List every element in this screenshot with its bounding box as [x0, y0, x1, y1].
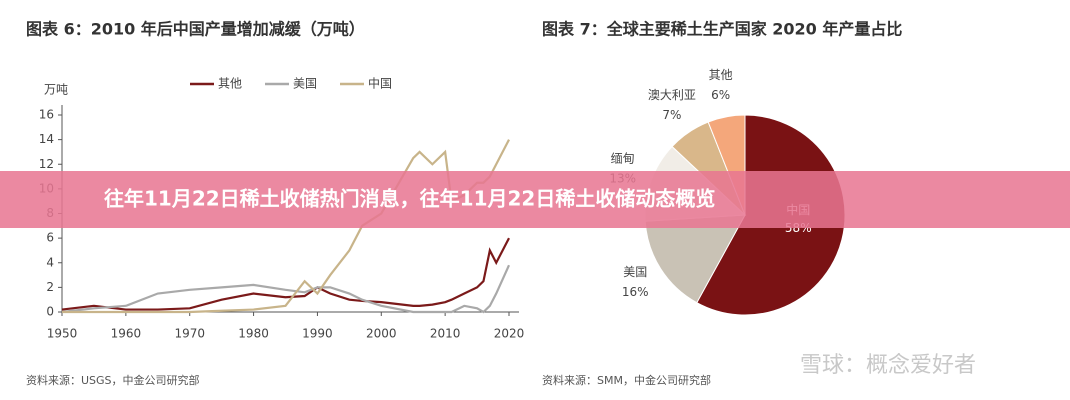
- y-tick-label: 14: [39, 132, 54, 146]
- slice-value: 16%: [622, 285, 649, 299]
- slice-name: 缅甸: [611, 151, 635, 165]
- y-tick-label: 16: [39, 108, 54, 122]
- watermark: 雪球：概念爱好者: [800, 353, 976, 378]
- slice-name: 澳大利亚: [648, 88, 696, 102]
- x-tick-label: 1990: [302, 327, 333, 341]
- slice-value: 6%: [711, 88, 730, 102]
- y-tick-label: 0: [46, 305, 54, 319]
- slice-name: 其他: [709, 68, 733, 82]
- x-tick-label: 1980: [238, 327, 269, 341]
- legend-label: 中国: [368, 76, 392, 91]
- source-note: 资料来源：SMM，中金公司研究部: [542, 373, 711, 387]
- x-tick-label: 2010: [430, 327, 461, 341]
- x-tick-label: 1970: [174, 327, 205, 341]
- y-tick-label: 4: [46, 255, 54, 269]
- banner-title: 往年11月22日稀土收储热门消息，往年11月22日稀土收储动态概览: [104, 187, 715, 211]
- legend-label: 美国: [293, 77, 317, 91]
- y-tick-label: 12: [39, 157, 54, 171]
- x-tick-label: 2020: [494, 327, 525, 341]
- x-tick-label: 2000: [366, 327, 397, 341]
- y-tick-label: 2: [46, 280, 54, 294]
- slice-value: 7%: [662, 108, 681, 122]
- chart-title: 图表 7：全球主要稀土生产国家 2020 年产量占比: [542, 20, 902, 39]
- y-tick-label: 6: [46, 231, 54, 245]
- legend-label: 其他: [218, 77, 242, 91]
- data-line: [61, 264, 511, 314]
- chart-title: 图表 6：2010 年后中国产量增加减缓（万吨）: [26, 20, 365, 39]
- x-tick-label: 1950: [47, 327, 78, 341]
- source-note: 资料来源：USGS，中金公司研究部: [26, 373, 200, 387]
- slice-name: 美国: [623, 265, 647, 279]
- data-line: [61, 237, 510, 311]
- banner-bg: [0, 171, 1070, 228]
- y-axis-label: 万吨: [44, 83, 68, 97]
- x-tick-label: 1960: [111, 327, 142, 341]
